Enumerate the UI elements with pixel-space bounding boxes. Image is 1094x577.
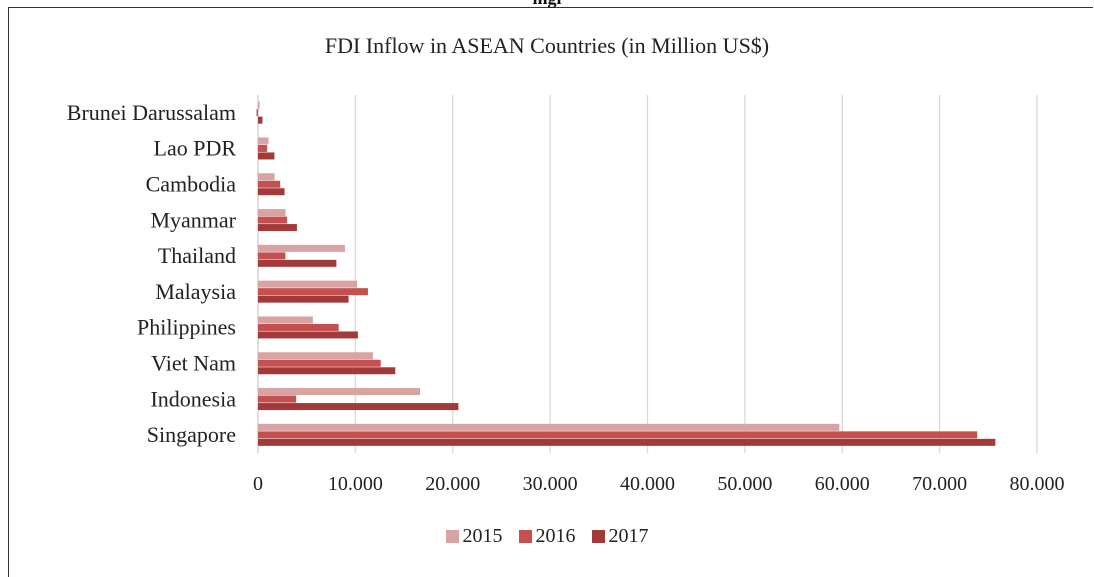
bar-2016	[258, 252, 286, 260]
x-tick-label: 30.000	[523, 473, 578, 495]
legend-swatch-2015	[445, 530, 459, 543]
bar-2017	[258, 438, 996, 446]
legend-swatch-2016	[518, 530, 532, 543]
legend-item-2016: 2016	[518, 525, 576, 548]
legend: 2015 2016 2017	[0, 525, 1094, 548]
category-label: Malaysia	[155, 279, 236, 304]
category-label: Lao PDR	[154, 136, 237, 161]
bar-2015	[258, 388, 421, 396]
bar-2017	[258, 224, 297, 232]
category-label: Brunei Darussalam	[67, 100, 236, 125]
bar-2016	[258, 323, 339, 331]
chart-frame	[8, 7, 1093, 577]
bar-2016	[258, 216, 288, 224]
bar-2017	[258, 259, 337, 267]
x-tick-label: 80.000	[1010, 473, 1065, 495]
category-label: Philippines	[137, 315, 236, 340]
category-label: Thailand	[158, 243, 236, 268]
bar-2015	[258, 316, 313, 324]
x-tick-label: 60.000	[815, 473, 870, 495]
category-label: Indonesia	[150, 386, 236, 411]
grid-lines	[257, 95, 1038, 453]
x-tick-label: 10.000	[328, 473, 383, 495]
bar-2015	[258, 101, 260, 109]
bar-2017	[258, 295, 349, 303]
x-tick-label: 40.000	[620, 473, 675, 495]
legend-label-2017: 2017	[608, 525, 649, 547]
bar-2015	[258, 209, 286, 217]
bar-2015	[258, 137, 269, 145]
bar-2016	[256, 109, 258, 117]
bar-2016	[258, 288, 368, 296]
legend-item-2015: 2015	[445, 525, 503, 548]
legend-item-2017: 2017	[591, 525, 649, 548]
bar-2017	[258, 367, 396, 375]
x-tick-label: 50.000	[717, 473, 772, 495]
category-labels: Brunei Darussalam Lao PDR Cambodia Myanmar T…	[67, 100, 237, 447]
bar-2016	[258, 359, 381, 367]
bar-2015	[258, 244, 345, 252]
x-tick-label: 20.000	[425, 473, 480, 495]
bar-2015	[258, 352, 373, 360]
chart-title: FDI Inflow in ASEAN Countries (in Millio…	[324, 33, 770, 58]
bar-2016	[258, 180, 281, 188]
bar-2015	[258, 280, 358, 288]
x-tick-label: 0	[253, 473, 263, 495]
legend-label-2016: 2016	[535, 525, 576, 547]
x-tick-labels: 0 10.000 20.000 30.000 40.000 50.000 60.000 70.…	[253, 473, 1065, 495]
x-tick-label: 70.000	[912, 473, 967, 495]
bar-2015	[258, 173, 275, 181]
header-fragment: ingl	[0, 0, 1094, 9]
bar-2016	[258, 431, 978, 439]
bars	[256, 101, 996, 446]
bar-2017	[258, 152, 275, 160]
bar-2015	[258, 423, 840, 431]
bar-2017	[258, 188, 285, 196]
category-label: Singapore	[147, 422, 236, 447]
category-label: Myanmar	[150, 207, 236, 232]
bar-2016	[258, 144, 268, 152]
legend-label-2015: 2015	[462, 525, 503, 547]
bar-2016	[258, 395, 297, 403]
bar-2017	[258, 116, 263, 124]
category-label: Cambodia	[146, 172, 237, 197]
category-label: Viet Nam	[151, 351, 236, 376]
legend-swatch-2017	[591, 530, 605, 543]
bar-2017	[258, 403, 459, 411]
bar-2017	[258, 331, 358, 339]
